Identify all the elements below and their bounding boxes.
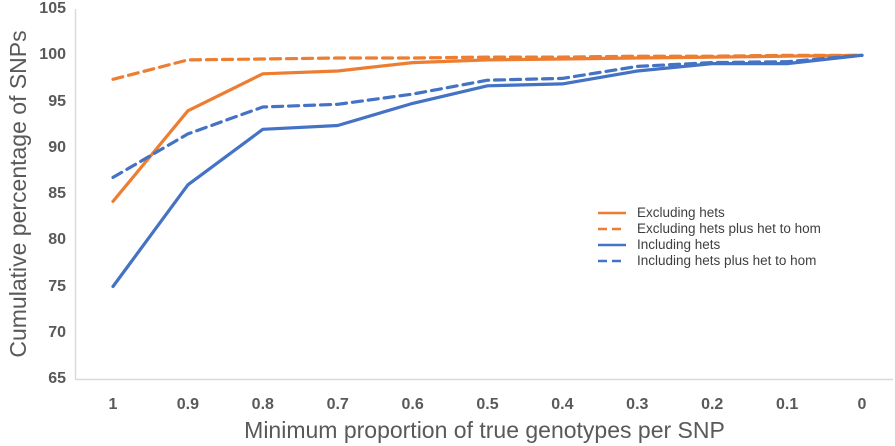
legend-item-excluding-hets-plus-het-to-hom: Excluding hets plus het to hom [598, 221, 821, 237]
x-tick-label-0.7: 0.7 [326, 396, 349, 413]
y-tick-label-85: 85 [48, 185, 66, 202]
x-tick-label-0.9: 0.9 [176, 396, 200, 413]
legend-solid-line-icon [598, 211, 626, 215]
legend-dashed-line-icon [598, 227, 626, 231]
legend-label: Including hets [637, 237, 721, 252]
series-line-excluding-hets [111, 53, 864, 203]
legend-dashed-line-icon [598, 259, 626, 263]
legend-label: Including hets plus het to hom [637, 253, 817, 268]
y-tick-label-95: 95 [48, 92, 66, 110]
y-tick-label-65: 65 [48, 370, 66, 387]
y-tick-label-105: 105 [39, 0, 66, 17]
legend-solid-line-icon [598, 243, 626, 247]
x-tick-label-0.4: 0.4 [551, 396, 574, 413]
y-tick-label-80: 80 [48, 231, 66, 249]
x-tick-label-0: 0 [857, 396, 867, 413]
legend-item-including-hets-plus-het-to-hom: Including hets plus het to hom [598, 253, 821, 269]
series-line-excluding-hets-plus-het-to-hom [111, 53, 864, 81]
y-tick-label-90: 90 [48, 138, 66, 156]
legend: Excluding hets Excluding hets plus het to… [598, 205, 821, 269]
x-tick-label-0.8: 0.8 [251, 396, 274, 413]
x-tick-label-1: 1 [108, 396, 118, 413]
y-tick-label-75: 75 [48, 277, 66, 295]
x-tick-label-0.6: 0.6 [401, 396, 424, 413]
x-tick-label-0.1: 0.1 [775, 396, 799, 413]
x-tick-label-0.2: 0.2 [701, 396, 724, 413]
y-tick-label-100: 100 [39, 46, 66, 64]
legend-item-excluding-hets: Excluding hets [598, 205, 821, 221]
x-tick-label-0.3: 0.3 [626, 396, 649, 413]
y-tick-label-70: 70 [48, 323, 66, 341]
legend-item-including-hets: Including hets [598, 237, 821, 253]
legend-label: Excluding hets plus het to hom [637, 221, 821, 236]
x-tick-label-0.5: 0.5 [476, 396, 499, 413]
x-axis-title: Minimum proportion of true genotypes per… [244, 417, 725, 443]
legend-label: Excluding hets [637, 205, 725, 220]
series-line-including-hets-plus-het-to-hom [111, 53, 864, 179]
